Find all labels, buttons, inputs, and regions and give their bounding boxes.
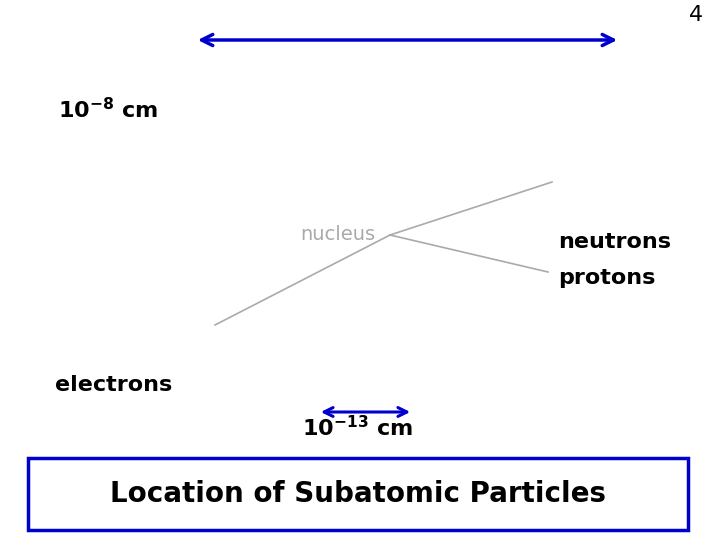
Text: nucleus: nucleus	[300, 226, 375, 245]
Text: $\mathbf{10^{-8}}$ cm: $\mathbf{10^{-8}}$ cm	[58, 97, 158, 123]
Text: neutrons: neutrons	[558, 232, 671, 252]
Text: Location of Subatomic Particles: Location of Subatomic Particles	[110, 480, 606, 508]
FancyBboxPatch shape	[28, 458, 688, 530]
Text: 4: 4	[689, 5, 703, 25]
Text: protons: protons	[558, 268, 655, 288]
Text: electrons: electrons	[55, 375, 172, 395]
Text: $\mathbf{10^{-13}}$ cm: $\mathbf{10^{-13}}$ cm	[302, 415, 413, 441]
